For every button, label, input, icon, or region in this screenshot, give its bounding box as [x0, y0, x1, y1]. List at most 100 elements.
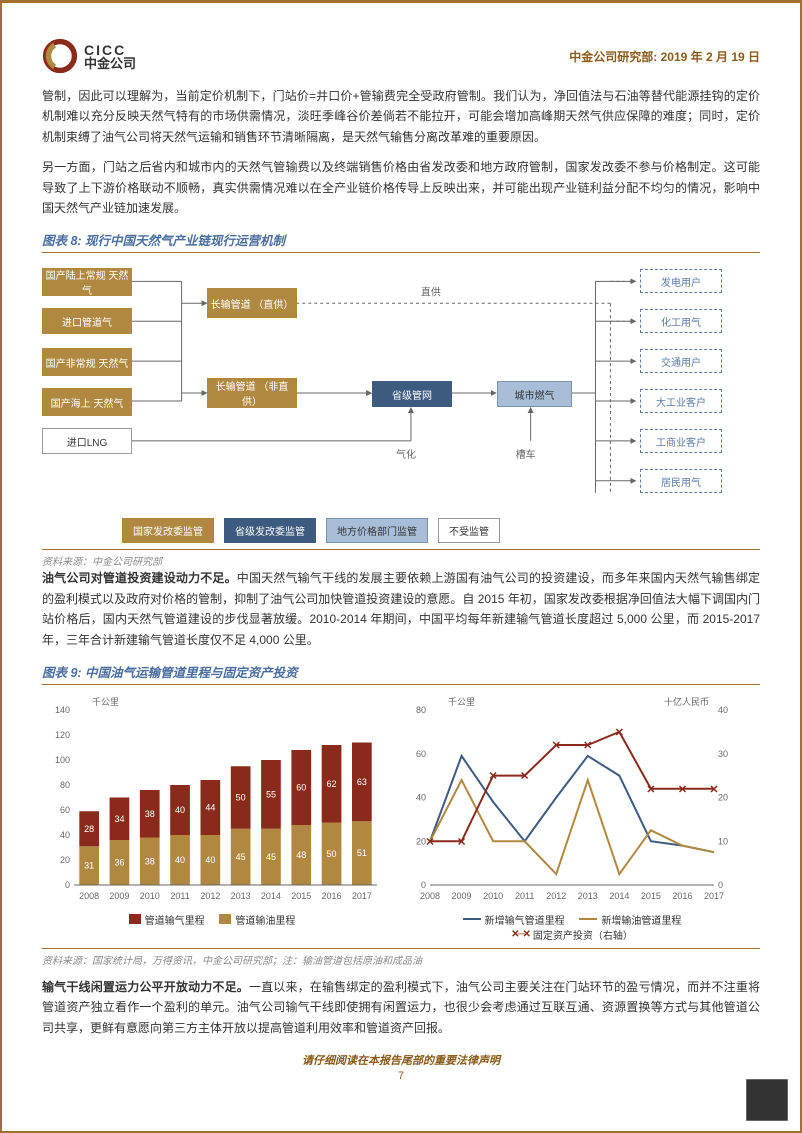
line-chart: 020406080010203040千公里十亿人民币✕✕✕✕✕✕✕✕✕✕2008…	[402, 695, 742, 942]
svg-text:45: 45	[266, 852, 276, 862]
fig8-legend: 国家发改委监管 省级发改委监管 地方价格部门监管 不受监管	[122, 518, 500, 543]
para2: 另一方面，门站之后省内和城市内的天然气管输费以及终端销售价格由省发改委和地方政府…	[42, 157, 760, 218]
svg-text:2011: 2011	[515, 891, 534, 901]
svg-text:✕: ✕	[615, 727, 624, 739]
svg-text:槽车: 槽车	[516, 448, 536, 461]
legend-0: 国家发改委监管	[122, 518, 214, 543]
para4-bold: 输气干线闲置运力公平开放动力不足。	[42, 980, 249, 994]
svg-text:气化: 气化	[396, 448, 416, 461]
svg-text:80: 80	[416, 705, 426, 715]
svg-text:38: 38	[145, 809, 155, 819]
page-header: CICC 中金公司 中金公司研究部: 2019 年 2 月 19 日	[42, 30, 760, 74]
svg-text:40: 40	[175, 855, 185, 865]
logo: CICC 中金公司	[42, 38, 136, 74]
svg-text:40: 40	[416, 792, 426, 802]
svg-text:✕: ✕	[709, 784, 718, 796]
svg-text:60: 60	[60, 805, 70, 815]
svg-text:31: 31	[84, 861, 94, 871]
svg-text:0: 0	[65, 880, 70, 890]
svg-text:2015: 2015	[291, 891, 311, 901]
svg-text:48: 48	[296, 850, 306, 860]
svg-text:140: 140	[55, 705, 70, 715]
qr-code-icon	[746, 1079, 788, 1121]
fig9-source: 资料来源：国家统计局，万得资讯，中金公司研究部；注：输油管道包括原油和成品油	[42, 948, 760, 967]
src-node-4: 进口LNG	[42, 428, 132, 454]
para1: 管制，因此可以理解为，当前定价机制下，门站价=井口价+管输费完全受政府管制。我们…	[42, 86, 760, 147]
svg-text:38: 38	[145, 856, 155, 866]
svg-text:2016: 2016	[322, 891, 342, 901]
svg-text:60: 60	[296, 782, 306, 792]
svg-text:50: 50	[236, 792, 246, 802]
svg-text:80: 80	[60, 780, 70, 790]
bar-legend: 管道输气里程 管道输油里程	[42, 912, 382, 928]
svg-text:2014: 2014	[609, 891, 629, 901]
svg-text:千公里: 千公里	[92, 697, 119, 707]
svg-text:2015: 2015	[641, 891, 661, 901]
svg-text:45: 45	[236, 852, 246, 862]
svg-text:✕: ✕	[489, 771, 498, 783]
svg-text:60: 60	[416, 749, 426, 759]
svg-text:40: 40	[205, 855, 215, 865]
fig8-flowchart: 直供 气化 槽车 国产陆上常规 天然气	[42, 263, 760, 543]
line-legend: 新增输气管道里程 新增输油管道里程 ✕─✕固定资产投资（右轴）	[402, 912, 742, 942]
svg-text:51: 51	[357, 848, 367, 858]
svg-text:✕: ✕	[678, 784, 687, 796]
svg-text:28: 28	[84, 824, 94, 834]
user-0: 发电用户	[640, 269, 722, 293]
user-3: 大工业客户	[640, 389, 722, 413]
svg-text:十亿人民币: 十亿人民币	[664, 696, 709, 707]
svg-text:✕: ✕	[552, 740, 561, 752]
pipe-direct: 长输管道 （直供）	[207, 288, 297, 318]
legend-1: 省级发改委监管	[224, 518, 316, 543]
svg-text:2017: 2017	[352, 891, 372, 901]
fig9-title: 图表 9: 中国油气运输管道里程与固定资产投资	[42, 662, 760, 685]
fig8-source: 资料来源：中金公司研究部	[42, 549, 760, 568]
svg-text:44: 44	[205, 802, 215, 812]
page-number: 7	[42, 1070, 760, 1082]
svg-text:0: 0	[718, 880, 723, 890]
user-1: 化工用气	[640, 309, 722, 333]
svg-text:✕: ✕	[425, 836, 434, 848]
svg-text:直供: 直供	[421, 286, 441, 299]
svg-text:40: 40	[60, 830, 70, 840]
svg-text:20: 20	[60, 855, 70, 865]
provincial-net: 省级管网	[372, 381, 452, 407]
svg-text:10: 10	[718, 836, 728, 846]
fig9-charts: 020406080100120140千公里3128200836342009383…	[42, 695, 760, 942]
para4: 输气干线闲置运力公平开放动力不足。一直以来，在输售绑定的盈利模式下，油气公司主要…	[42, 977, 760, 1038]
svg-text:2010: 2010	[483, 891, 503, 901]
src-node-1: 进口管道气	[42, 308, 132, 334]
svg-text:34: 34	[114, 814, 124, 824]
svg-text:40: 40	[175, 805, 185, 815]
svg-text:2014: 2014	[261, 891, 281, 901]
fig8-title: 图表 8: 现行中国天然气产业链现行运营机制	[42, 230, 760, 253]
bar-chart: 020406080100120140千公里3128200836342009383…	[42, 695, 382, 942]
src-node-0: 国产陆上常规 天然气	[42, 268, 132, 296]
svg-text:2017: 2017	[704, 891, 724, 901]
svg-text:100: 100	[55, 755, 70, 765]
src-node-3: 国产海上 天然气	[42, 388, 132, 416]
svg-text:2012: 2012	[200, 891, 220, 901]
svg-text:55: 55	[266, 789, 276, 799]
header-date: 中金公司研究部: 2019 年 2 月 19 日	[569, 48, 760, 65]
svg-text:2009: 2009	[452, 891, 472, 901]
svg-text:2013: 2013	[231, 891, 251, 901]
svg-text:62: 62	[327, 779, 337, 789]
logo-text-en: CICC	[84, 43, 136, 57]
logo-text-cn: 中金公司	[84, 57, 136, 70]
para3-bold: 油气公司对管道投资建设动力不足。	[42, 571, 237, 585]
cicc-logo-icon	[42, 38, 78, 74]
svg-text:✕: ✕	[457, 836, 466, 848]
legend-3: 不受监管	[438, 518, 500, 543]
svg-text:✕: ✕	[520, 771, 529, 783]
svg-text:20: 20	[718, 792, 728, 802]
svg-text:2011: 2011	[170, 891, 189, 901]
svg-text:50: 50	[327, 849, 337, 859]
user-5: 居民用气	[640, 469, 722, 493]
svg-text:2016: 2016	[672, 891, 692, 901]
svg-text:30: 30	[718, 749, 728, 759]
svg-text:千公里: 千公里	[448, 697, 475, 707]
svg-text:120: 120	[55, 730, 70, 740]
svg-text:✕: ✕	[646, 784, 655, 796]
footer-text: 请仔细阅读在本报告尾部的重要法律声明	[42, 1052, 760, 1068]
